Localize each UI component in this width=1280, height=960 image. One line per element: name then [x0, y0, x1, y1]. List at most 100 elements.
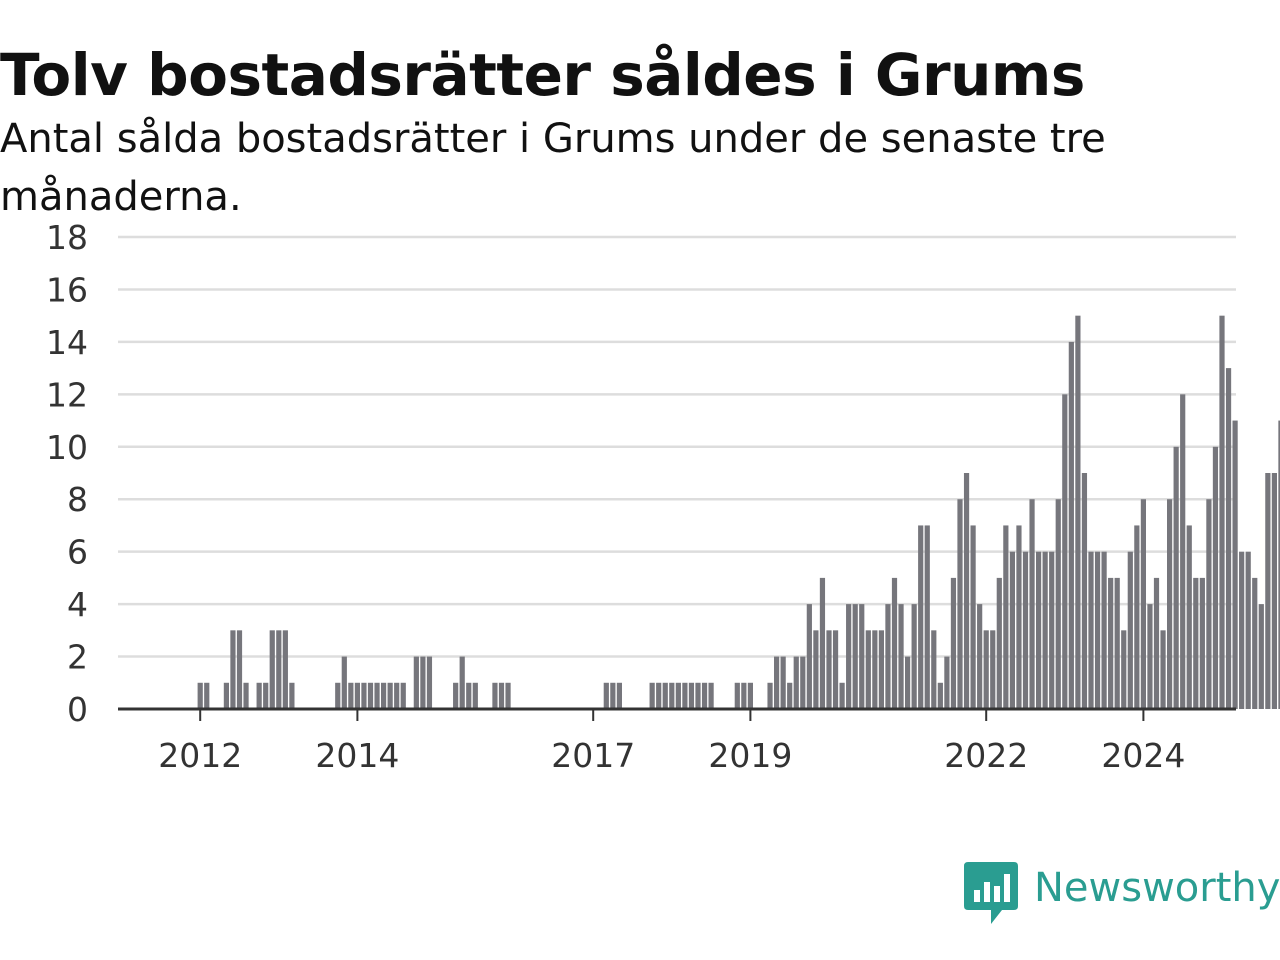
bar [839, 682, 845, 709]
bar [472, 682, 478, 709]
bar [800, 656, 806, 709]
bar [1180, 394, 1186, 709]
bar [1127, 551, 1133, 709]
bar [236, 630, 243, 709]
bar [223, 682, 229, 709]
bar [990, 630, 996, 709]
bar [898, 604, 904, 709]
bar [466, 682, 472, 709]
bar [819, 577, 826, 709]
bar [1193, 577, 1199, 709]
bar [970, 525, 976, 709]
bar [1114, 577, 1120, 709]
bar [774, 656, 780, 709]
bar [1003, 525, 1009, 709]
bar [282, 630, 288, 709]
bar [1265, 473, 1271, 709]
bar [1036, 551, 1042, 709]
bar [394, 682, 400, 709]
x-tick-label: 2022 [944, 736, 1028, 775]
bar [1245, 551, 1251, 709]
x-tick-label: 2012 [158, 736, 242, 775]
y-tick-label: 6 [67, 533, 88, 572]
bar [269, 630, 275, 709]
bar [1062, 394, 1068, 709]
bar [204, 682, 210, 709]
bar [354, 682, 360, 709]
bar [335, 682, 341, 709]
bar [1042, 551, 1048, 709]
bar [891, 577, 898, 709]
bar [603, 682, 609, 709]
y-tick-label: 16 [46, 270, 88, 309]
bars [197, 315, 1280, 709]
bar [367, 682, 374, 709]
bar [1153, 577, 1160, 709]
bar [426, 656, 433, 709]
y-tick-label: 2 [67, 638, 88, 677]
bar [616, 682, 622, 709]
bar [878, 630, 884, 709]
bar [747, 682, 753, 709]
bar [937, 682, 943, 709]
bar [918, 525, 924, 709]
y-tick-label: 18 [46, 218, 88, 257]
y-tick-label: 0 [67, 690, 88, 729]
bar [381, 682, 387, 709]
bar [1055, 499, 1061, 709]
bar [741, 682, 747, 709]
bar [872, 630, 878, 709]
bar [832, 630, 839, 709]
bar [931, 630, 937, 709]
bar [1094, 551, 1101, 709]
bar [1108, 577, 1114, 709]
x-tick-label: 2014 [315, 736, 399, 775]
bar [963, 473, 970, 709]
bar [197, 682, 203, 709]
bar [413, 656, 419, 709]
bar [348, 682, 354, 709]
bar [656, 682, 662, 709]
bar [1252, 577, 1258, 709]
bar [256, 682, 262, 709]
bar [734, 682, 740, 709]
bar [230, 630, 236, 709]
bar [852, 604, 858, 709]
y-tick-label: 4 [67, 585, 88, 624]
bar [1029, 499, 1035, 709]
bar [1271, 473, 1277, 709]
bar [924, 525, 930, 709]
y-tick-label: 14 [46, 323, 88, 362]
y-tick-label: 12 [46, 375, 88, 414]
bar [649, 682, 655, 709]
x-tick-label: 2024 [1101, 736, 1185, 775]
bar [950, 577, 957, 709]
bar [1212, 446, 1219, 709]
bar [453, 682, 459, 709]
bar [806, 604, 812, 709]
bar [459, 656, 465, 709]
bar [505, 682, 511, 709]
bar [361, 682, 367, 709]
bar [905, 656, 911, 709]
chart-subtitle: Antal sålda bostadsrätter i Grums under … [0, 116, 1106, 220]
bar [610, 682, 616, 709]
bar [1049, 551, 1055, 709]
bar [1232, 420, 1238, 709]
bar [400, 682, 406, 709]
bar [662, 682, 668, 709]
bar [1101, 551, 1107, 709]
bar [1016, 525, 1022, 709]
bar [1088, 551, 1094, 709]
gridlines [118, 235, 1236, 658]
bar [701, 682, 708, 709]
bar [813, 630, 819, 709]
bar [983, 630, 989, 709]
bar [996, 577, 1002, 709]
bar [1160, 630, 1166, 709]
bar [1167, 499, 1173, 709]
bar [420, 656, 426, 709]
bar [695, 682, 701, 709]
bar [780, 656, 786, 709]
bar [1147, 604, 1153, 709]
